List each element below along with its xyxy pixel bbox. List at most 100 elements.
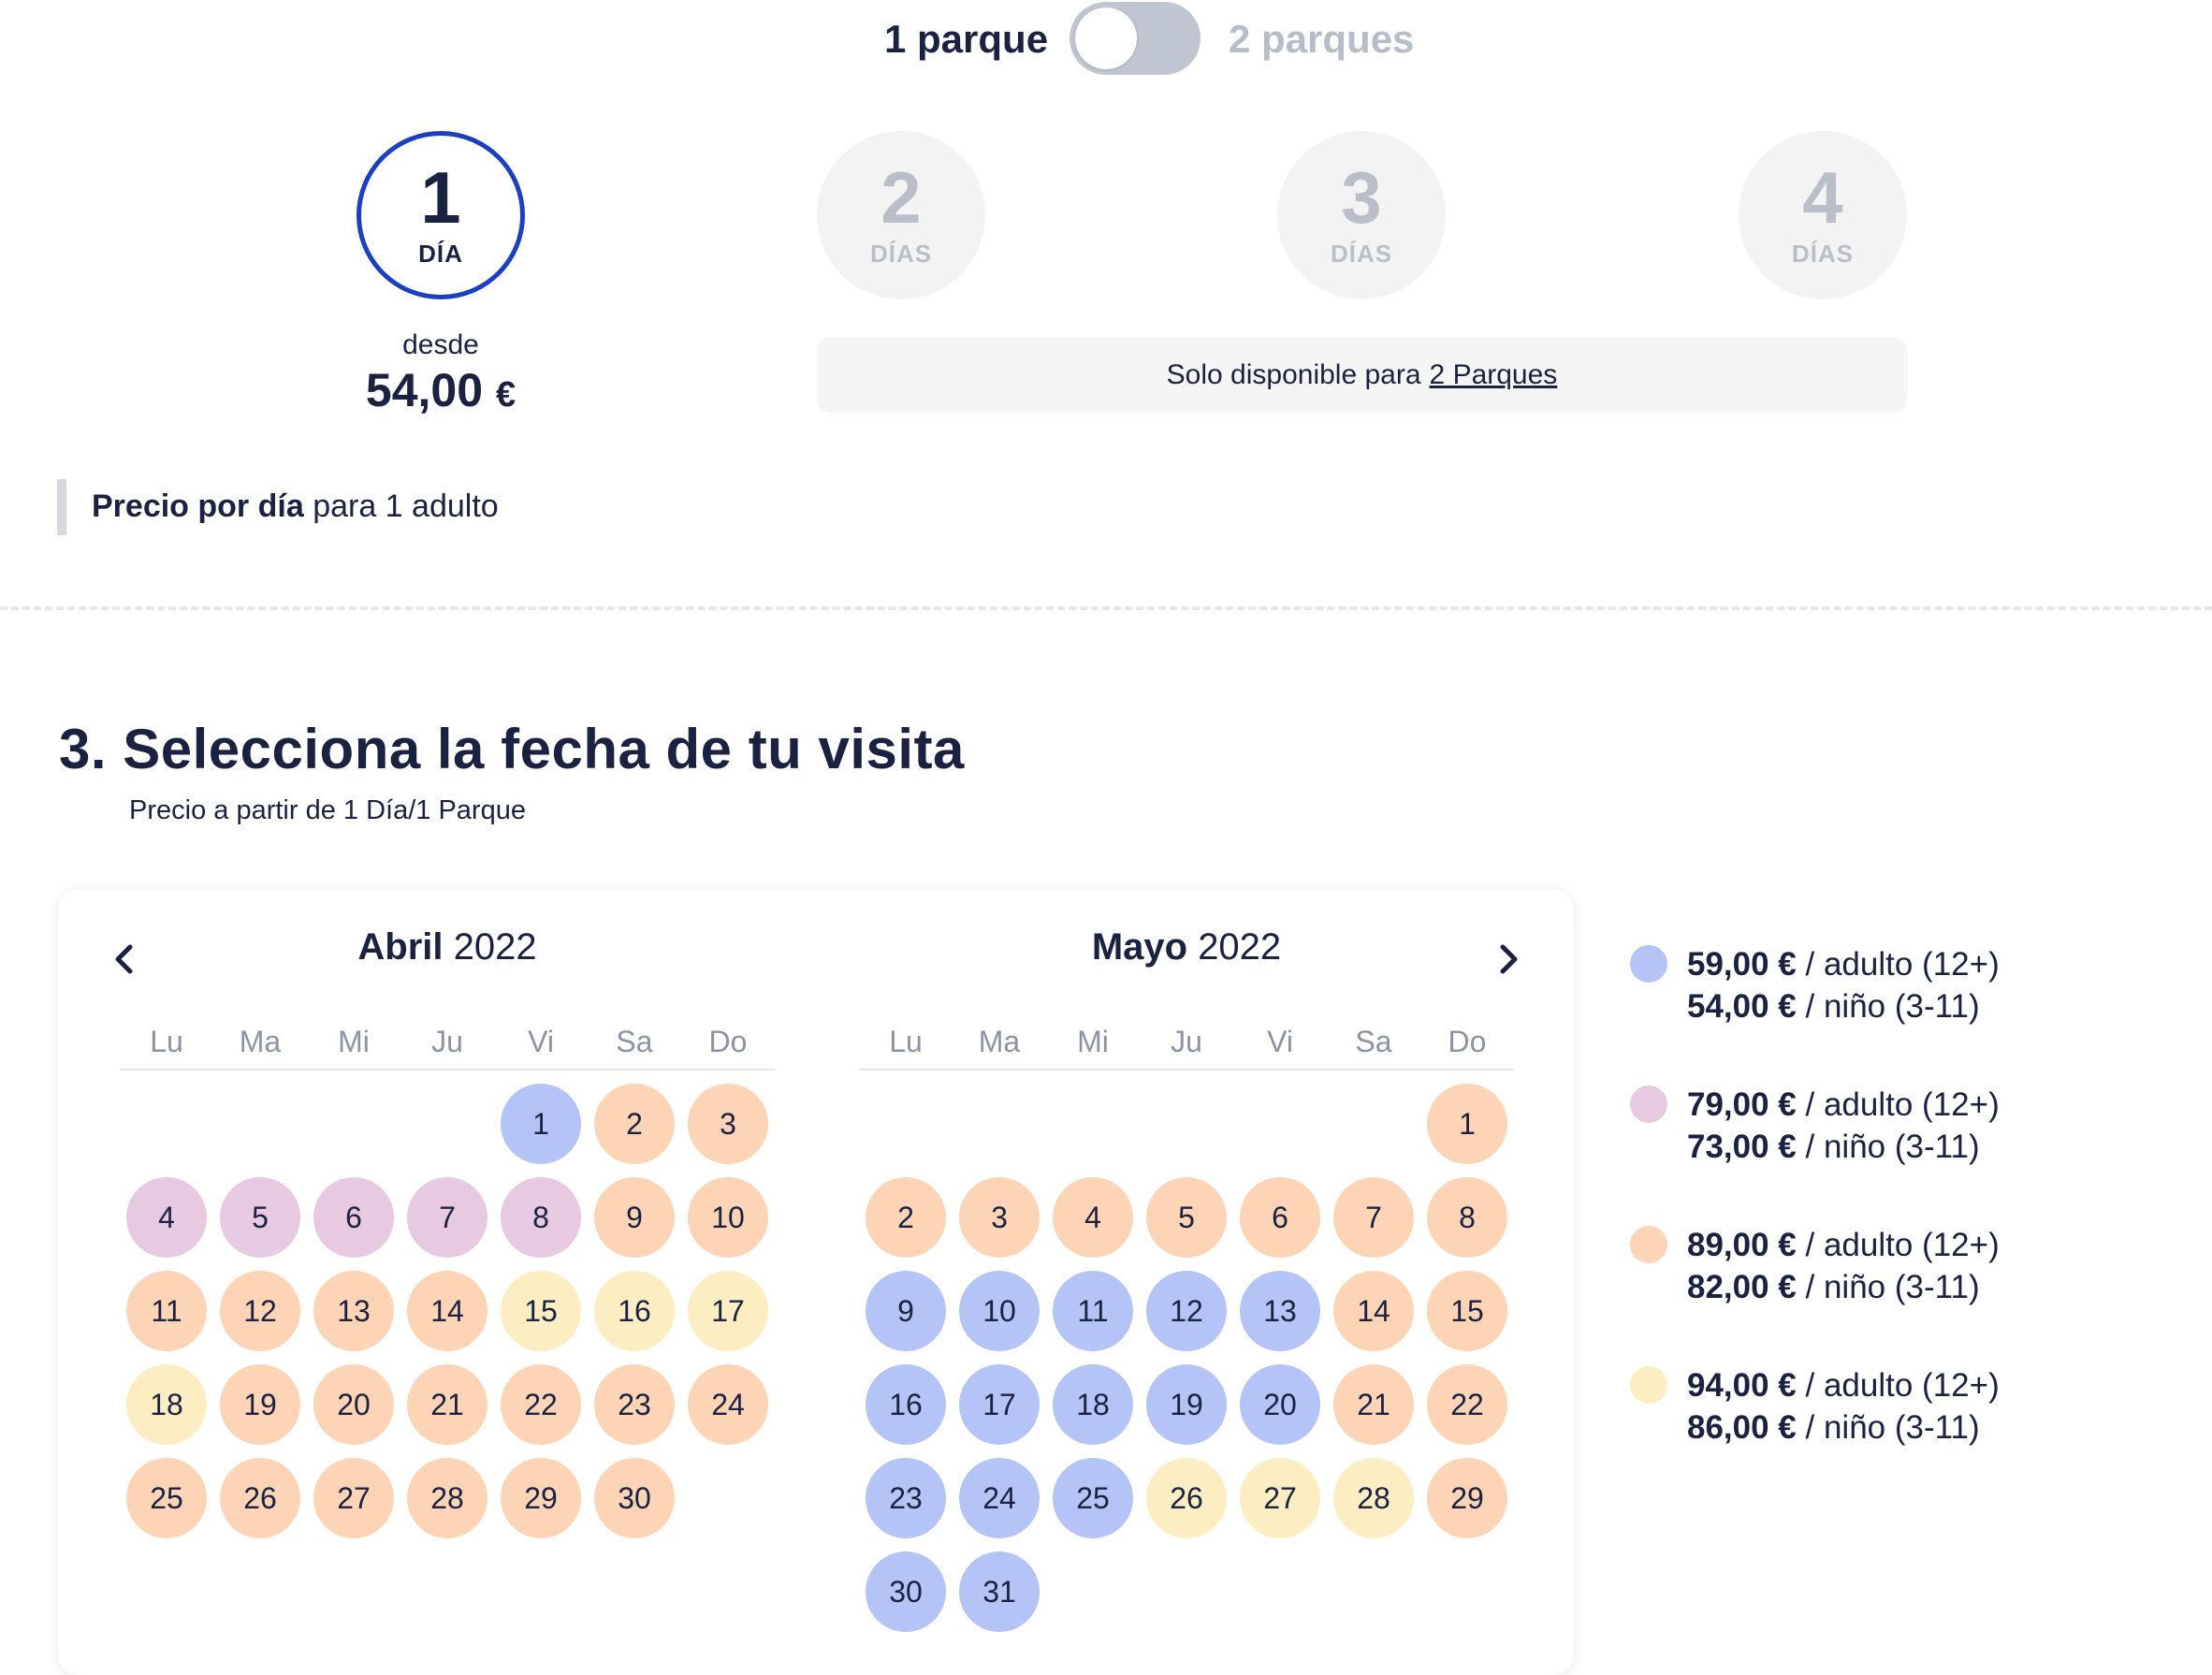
calendar-day[interactable]: 7	[1333, 1177, 1414, 1258]
calendar-day[interactable]: 26	[220, 1458, 300, 1538]
park-option-two[interactable]: 2 parques	[1229, 17, 1415, 61]
calendar-day[interactable]: 28	[1333, 1458, 1414, 1538]
two-parks-link[interactable]: 2 Parques	[1429, 358, 1558, 390]
calendar-day[interactable]: 17	[688, 1271, 768, 1351]
calendar-day[interactable]: 3	[688, 1084, 768, 1164]
calendar-day[interactable]: 25	[1053, 1458, 1133, 1538]
legend-label: / adulto (12+)	[1805, 1227, 2000, 1263]
calendar-day[interactable]: 14	[407, 1271, 488, 1351]
calendar-day[interactable]: 14	[1333, 1271, 1414, 1351]
calendar-day[interactable]: 10	[959, 1271, 1040, 1351]
weekday-header: Ju	[1171, 1025, 1202, 1058]
calendar-day[interactable]: 27	[1240, 1458, 1320, 1538]
prev-month-button[interactable]	[101, 936, 148, 983]
calendar-day[interactable]: 20	[313, 1364, 394, 1445]
weekday-header: Do	[708, 1025, 748, 1058]
chevron-right-icon	[1500, 944, 1518, 974]
calendar-day[interactable]: 22	[501, 1364, 581, 1445]
legend-label: / niño (3-11)	[1805, 1129, 1980, 1165]
calendar-day[interactable]: 29	[501, 1458, 581, 1538]
calendar-day[interactable]: 24	[959, 1458, 1040, 1538]
park-toggle-switch[interactable]	[1070, 2, 1201, 75]
calendar-day[interactable]: 31	[959, 1551, 1040, 1632]
calendar-day[interactable]: 9	[594, 1177, 675, 1258]
calendar-day[interactable]: 2	[866, 1177, 946, 1258]
calendar-day[interactable]: 20	[1240, 1364, 1320, 1445]
calendar-day[interactable]: 8	[501, 1177, 581, 1258]
day-option-1[interactable]: 1 DÍA	[357, 131, 525, 299]
month-year: 2022	[1198, 926, 1282, 968]
calendar-day[interactable]: 23	[594, 1364, 675, 1445]
calendar-day[interactable]: 6	[313, 1177, 394, 1258]
calendar-day[interactable]: 15	[501, 1271, 581, 1351]
calendar-day[interactable]: 19	[1146, 1364, 1227, 1445]
calendar-day[interactable]: 4	[126, 1177, 207, 1258]
calendar-day[interactable]: 1	[501, 1084, 581, 1164]
legend-label: / niño (3-11)	[1805, 1269, 1980, 1305]
calendar-day[interactable]: 21	[407, 1364, 488, 1445]
price-note-rest: para 1 adulto	[313, 488, 499, 524]
calendar-day[interactable]: 4	[1053, 1177, 1133, 1258]
legend-child-price: 86,00 € / niño (3-11)	[1687, 1406, 1980, 1449]
from-label: desde	[402, 329, 479, 360]
legend-price: 73,00 €	[1687, 1129, 1797, 1165]
calendar-day[interactable]: 11	[1053, 1271, 1133, 1351]
from-price: 54,00 €	[310, 363, 572, 417]
calendar-day[interactable]: 5	[220, 1177, 300, 1258]
weekday-header: Vi	[1267, 1025, 1293, 1058]
calendar-day[interactable]: 3	[959, 1177, 1040, 1258]
calendar-day[interactable]: 16	[594, 1271, 675, 1351]
calendar-day[interactable]: 17	[959, 1364, 1040, 1445]
calendar-day[interactable]: 6	[1240, 1177, 1320, 1258]
calendar-day[interactable]: 19	[220, 1364, 300, 1445]
calendar-day[interactable]: 26	[1146, 1458, 1227, 1538]
calendar-day[interactable]: 28	[407, 1458, 488, 1538]
legend-child-price: 82,00 € / niño (3-11)	[1687, 1266, 1980, 1309]
legend-label: / adulto (12+)	[1805, 1086, 2000, 1123]
calendar-day[interactable]: 2	[594, 1084, 675, 1164]
calendar-day[interactable]: 13	[313, 1271, 394, 1351]
calendar-day[interactable]: 18	[1053, 1364, 1133, 1445]
calendar-day[interactable]: 30	[594, 1458, 675, 1538]
legend-label: / adulto (12+)	[1805, 1367, 2000, 1404]
calendar-day[interactable]: 24	[688, 1364, 768, 1445]
month-year: 2022	[453, 926, 537, 968]
calendar-day[interactable]: 25	[126, 1458, 207, 1538]
weekday-header: Ju	[431, 1025, 463, 1058]
calendar-day[interactable]: 23	[866, 1458, 946, 1538]
park-option-one[interactable]: 1 parque	[884, 17, 1049, 61]
from-price-currency: €	[495, 375, 517, 415]
calendar-day[interactable]: 27	[313, 1458, 394, 1538]
calendar-day[interactable]: 8	[1427, 1177, 1507, 1258]
calendar-day[interactable]: 16	[866, 1364, 946, 1445]
calendar-day[interactable]: 21	[1333, 1364, 1414, 1445]
legend-label: / niño (3-11)	[1805, 988, 1980, 1025]
only-available-notice: Solo disponible para 2 Parques	[817, 337, 1907, 413]
legend-price: 89,00 €	[1687, 1227, 1797, 1263]
only-available-text: Solo disponible para	[1166, 358, 1421, 390]
legend-price: 54,00 €	[1687, 988, 1797, 1025]
calendar-day[interactable]: 18	[126, 1364, 207, 1445]
calendar-day[interactable]: 11	[126, 1271, 207, 1351]
next-month-button[interactable]	[1485, 936, 1532, 983]
day-option-3[interactable]: 3 DÍAS	[1277, 131, 1446, 299]
calendar-day[interactable]: 12	[220, 1271, 300, 1351]
day-option-4[interactable]: 4 DÍAS	[1739, 131, 1907, 299]
calendar-day[interactable]: 1	[1427, 1084, 1507, 1164]
calendar-day[interactable]: 5	[1146, 1177, 1227, 1258]
calendar-day[interactable]: 30	[866, 1551, 946, 1632]
toggle-knob	[1075, 7, 1137, 69]
calendar-day[interactable]: 29	[1427, 1458, 1507, 1538]
calendar-day[interactable]: 12	[1146, 1271, 1227, 1351]
legend-child-price: 73,00 € / niño (3-11)	[1687, 1126, 1980, 1169]
calendar-day[interactable]: 9	[866, 1271, 946, 1351]
weekday-header: Ma	[239, 1025, 282, 1058]
calendar-day[interactable]: 13	[1240, 1271, 1320, 1351]
calendar-day[interactable]: 15	[1427, 1271, 1507, 1351]
calendar-day[interactable]: 22	[1427, 1364, 1507, 1445]
day-option-2[interactable]: 2 DÍAS	[817, 131, 985, 299]
legend-price: 59,00 €	[1687, 946, 1797, 983]
legend-adult-price: 89,00 € / adulto (12+)	[1687, 1224, 2000, 1267]
calendar-day[interactable]: 10	[688, 1177, 768, 1258]
calendar-day[interactable]: 7	[407, 1177, 488, 1258]
